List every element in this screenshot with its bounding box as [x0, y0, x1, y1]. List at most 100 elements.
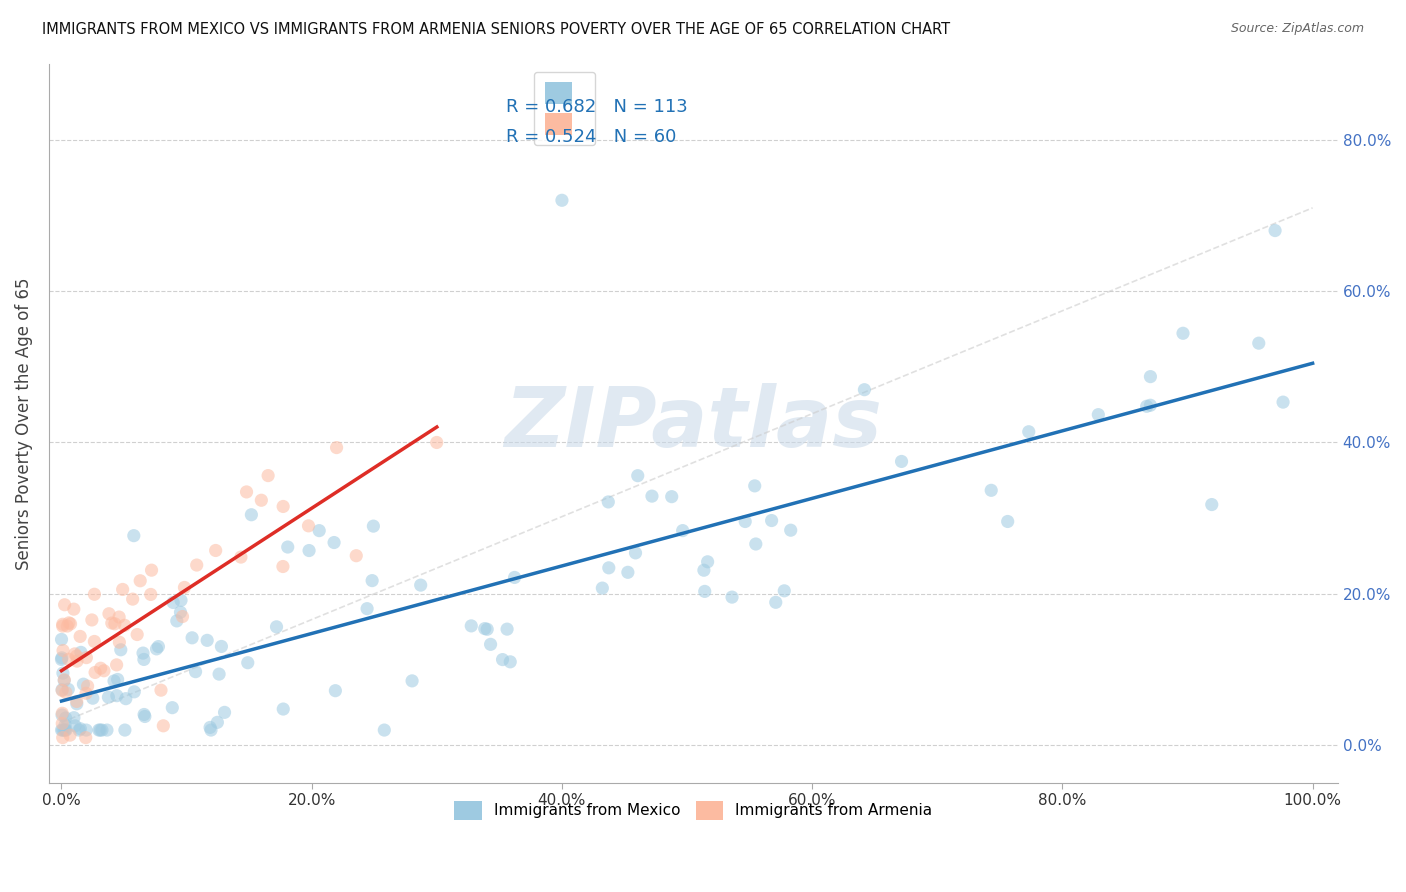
Text: R = 0.682   N = 113: R = 0.682 N = 113 — [506, 98, 688, 116]
Point — [51, 716, 73, 731]
Point — [170, 593, 193, 607]
Point — [52, 617, 75, 632]
Point — [693, 584, 716, 599]
Point — [229, 550, 252, 565]
Point — [169, 605, 191, 619]
Point — [693, 563, 716, 577]
Point — [325, 683, 347, 698]
Point — [75, 686, 97, 700]
Point — [66, 697, 89, 711]
Point — [97, 690, 120, 705]
Point — [132, 652, 155, 666]
Point — [65, 649, 87, 664]
Point — [69, 629, 91, 643]
Point — [56, 619, 79, 633]
Point — [66, 654, 89, 668]
Point — [598, 495, 620, 509]
Point — [75, 723, 97, 737]
Point — [591, 581, 613, 595]
Point — [114, 691, 136, 706]
Point — [779, 523, 801, 537]
Point — [58, 652, 80, 666]
Point — [96, 723, 118, 737]
Point — [103, 673, 125, 688]
Point — [1272, 395, 1295, 409]
Point — [75, 650, 97, 665]
Point — [53, 717, 76, 731]
Point — [72, 677, 94, 691]
Y-axis label: Seniors Poverty Over the Age of 65: Seniors Poverty Over the Age of 65 — [15, 277, 32, 570]
Point — [108, 610, 131, 624]
Point — [111, 582, 134, 597]
Legend: Immigrants from Mexico, Immigrants from Armenia: Immigrants from Mexico, Immigrants from … — [449, 795, 939, 826]
Point — [617, 566, 640, 580]
Point — [240, 508, 263, 522]
Point — [207, 715, 229, 730]
Point — [67, 723, 90, 737]
Point — [63, 719, 86, 733]
Point — [145, 641, 167, 656]
Point — [271, 559, 294, 574]
Point — [51, 652, 73, 666]
Point — [344, 549, 367, 563]
Point — [80, 613, 103, 627]
Point — [641, 489, 664, 503]
Point — [121, 592, 143, 607]
Point — [479, 637, 502, 651]
Point — [84, 665, 107, 680]
Point — [52, 619, 75, 633]
Point — [66, 694, 89, 708]
Point — [76, 679, 98, 693]
Point — [105, 657, 128, 672]
Point — [55, 711, 77, 725]
Point — [93, 664, 115, 678]
Point — [773, 583, 796, 598]
Point — [765, 595, 787, 609]
Point — [63, 647, 86, 661]
Point — [214, 706, 236, 720]
Point — [1139, 369, 1161, 384]
Point — [63, 711, 86, 725]
Point — [172, 609, 194, 624]
Point — [181, 631, 204, 645]
Point — [460, 619, 482, 633]
Point — [51, 632, 73, 647]
Point — [696, 555, 718, 569]
Point — [323, 535, 346, 549]
Point — [1171, 326, 1194, 341]
Point — [761, 514, 783, 528]
Point — [150, 683, 173, 698]
Point — [70, 645, 93, 659]
Point — [491, 652, 513, 666]
Point — [53, 673, 76, 688]
Point — [105, 689, 128, 703]
Point — [661, 490, 683, 504]
Point — [134, 709, 156, 723]
Point — [745, 537, 768, 551]
Point — [83, 587, 105, 601]
Point — [63, 602, 86, 616]
Point — [363, 519, 385, 533]
Point — [114, 723, 136, 737]
Point — [104, 616, 127, 631]
Point — [551, 194, 574, 208]
Point — [271, 702, 294, 716]
Point — [204, 543, 226, 558]
Point — [297, 518, 319, 533]
Point — [1264, 223, 1286, 237]
Point — [52, 731, 75, 745]
Point — [55, 685, 77, 699]
Point — [173, 581, 195, 595]
Point — [114, 618, 136, 632]
Point — [52, 723, 75, 737]
Point — [308, 524, 330, 538]
Point — [166, 614, 188, 628]
Point — [55, 723, 77, 737]
Point — [52, 643, 75, 657]
Point — [51, 708, 73, 723]
Point — [53, 723, 76, 737]
Point — [89, 723, 111, 737]
Point — [1087, 408, 1109, 422]
Point — [624, 546, 647, 560]
Point — [598, 561, 620, 575]
